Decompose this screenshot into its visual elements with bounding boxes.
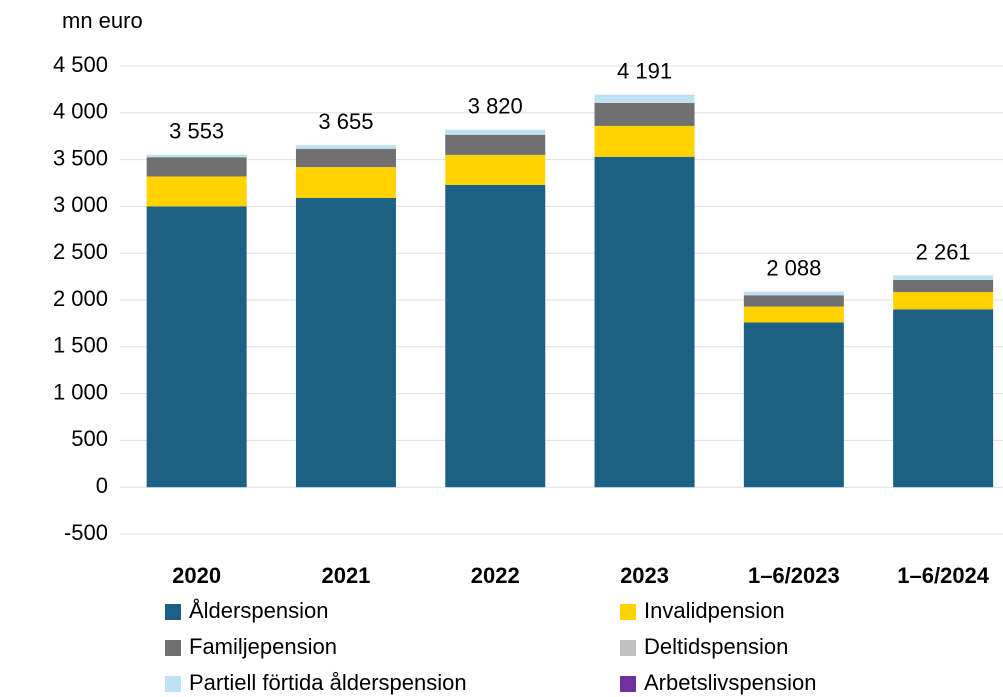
bar-segment bbox=[594, 102, 695, 126]
legend-label: Arbetslivspension bbox=[644, 670, 816, 695]
x-tick-label: 2021 bbox=[321, 563, 370, 588]
x-tick-label: 2020 bbox=[172, 563, 221, 588]
bar-segment bbox=[743, 306, 844, 323]
legend-label: Partiell förtida ålderspension bbox=[189, 670, 467, 695]
bar-segment bbox=[146, 176, 247, 207]
legend-label: Deltidspension bbox=[644, 634, 788, 659]
legend-swatch bbox=[620, 640, 636, 656]
bar-segment bbox=[893, 279, 994, 293]
x-tick-label: 1–6/2023 bbox=[748, 563, 840, 588]
total-label: 3 553 bbox=[169, 118, 224, 143]
legend-label: Ålderspension bbox=[189, 598, 328, 623]
x-tick-label: 2022 bbox=[471, 563, 520, 588]
bar-segment bbox=[893, 275, 994, 280]
bar-segment bbox=[893, 309, 994, 488]
legend-swatch bbox=[165, 604, 181, 620]
legend-label: Familjepension bbox=[189, 634, 337, 659]
y-tick-label: 1 000 bbox=[53, 379, 108, 404]
bar-segment bbox=[146, 154, 247, 157]
bar-segment bbox=[295, 167, 396, 198]
bar-segment bbox=[295, 148, 396, 168]
total-label: 3 655 bbox=[318, 109, 373, 134]
bar-segment bbox=[445, 129, 546, 135]
legend-swatch bbox=[165, 676, 181, 692]
y-tick-label: 4 000 bbox=[53, 99, 108, 124]
y-tick-label: 500 bbox=[71, 426, 108, 451]
total-label: 2 261 bbox=[916, 239, 971, 264]
bar-segment bbox=[743, 295, 844, 307]
x-tick-label: 1–6/2024 bbox=[897, 563, 990, 588]
total-label: 4 191 bbox=[617, 59, 672, 84]
bar-segment bbox=[594, 125, 695, 157]
y-tick-label: -500 bbox=[64, 520, 108, 545]
legend-swatch bbox=[620, 676, 636, 692]
bar-segment bbox=[743, 322, 844, 488]
bar-segment bbox=[146, 157, 247, 177]
legend-label: Invalidpension bbox=[644, 598, 785, 623]
y-tick-label: 4 500 bbox=[53, 52, 108, 77]
y-tick-label: 0 bbox=[96, 473, 108, 498]
bar-segment bbox=[743, 291, 844, 296]
total-label: 3 820 bbox=[468, 93, 523, 118]
total-label: 2 088 bbox=[766, 256, 821, 281]
legend-swatch bbox=[165, 640, 181, 656]
bar-segment bbox=[445, 134, 546, 155]
x-tick-label: 2023 bbox=[620, 563, 669, 588]
bar-segment bbox=[295, 197, 396, 488]
bar-segment bbox=[893, 292, 994, 310]
legend-swatch bbox=[620, 604, 636, 620]
y-axis-label: mn euro bbox=[62, 8, 143, 33]
bar-segment bbox=[295, 145, 396, 149]
bar-segment bbox=[445, 184, 546, 488]
bar-segment bbox=[445, 154, 546, 185]
bar-segment bbox=[594, 95, 695, 103]
bar-segment bbox=[146, 206, 247, 488]
bar-segment bbox=[594, 156, 695, 488]
y-tick-label: 1 500 bbox=[53, 333, 108, 358]
y-tick-label: 2 500 bbox=[53, 239, 108, 264]
y-tick-label: 3 500 bbox=[53, 145, 108, 170]
y-tick-label: 3 000 bbox=[53, 192, 108, 217]
y-tick-label: 2 000 bbox=[53, 286, 108, 311]
